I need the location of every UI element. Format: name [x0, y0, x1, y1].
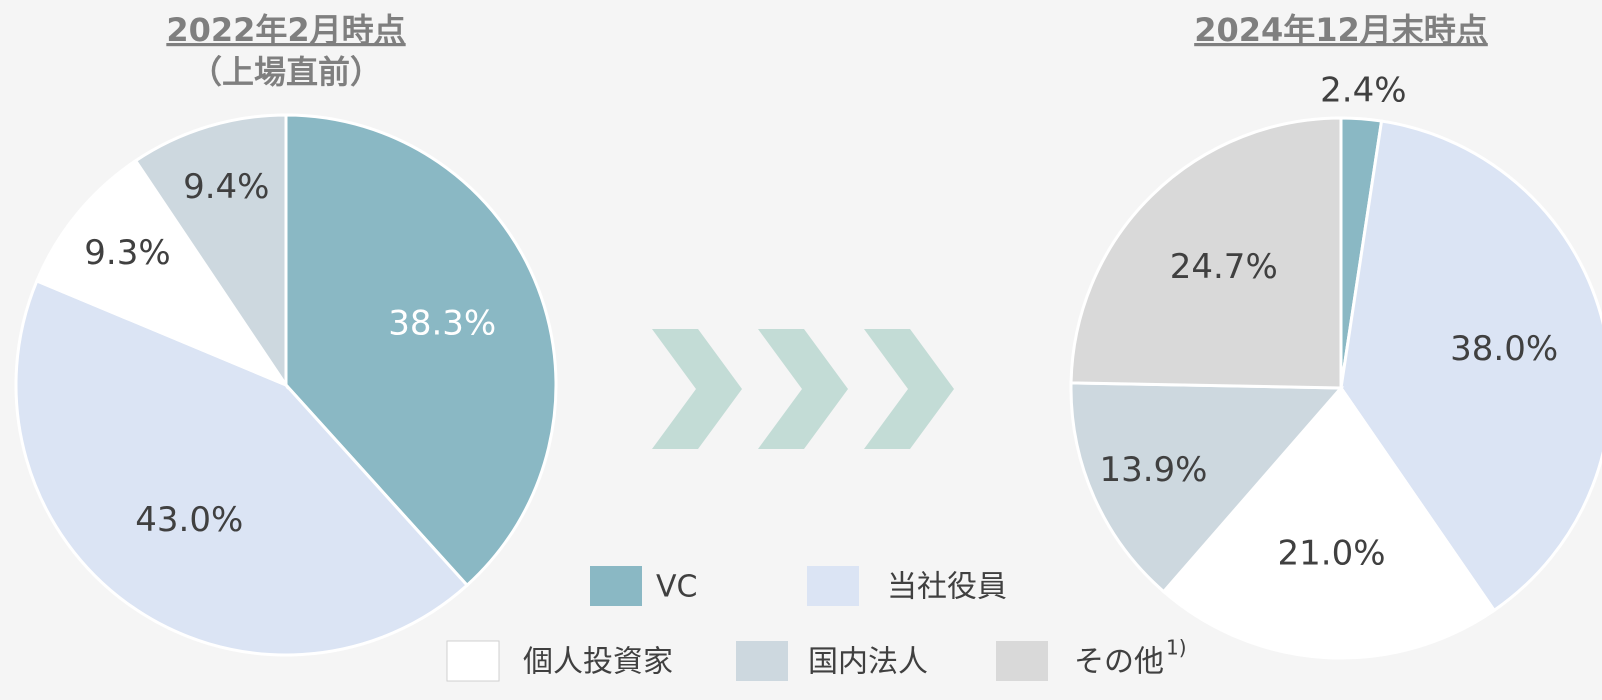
value-label: 2.4% — [1320, 70, 1406, 110]
value-label: 9.3% — [84, 233, 170, 273]
pie-slice — [34, 158, 291, 389]
pie-slice — [1339, 119, 1602, 613]
legend-swatch — [736, 641, 788, 681]
chevron — [652, 329, 742, 449]
value-label: 13.9% — [1099, 450, 1207, 490]
pie-slice — [1069, 116, 1343, 390]
footnote-marker: 1) — [1166, 636, 1187, 660]
pie-slice — [133, 113, 288, 390]
legend-swatch — [590, 566, 642, 606]
legend-label: 個人投資家 — [523, 645, 673, 680]
chevron — [864, 329, 954, 449]
arrows — [652, 329, 954, 449]
legend-label: 当社役員 — [887, 570, 1007, 605]
value-label: 38.0% — [1450, 329, 1558, 369]
pie-slice — [1069, 381, 1345, 594]
value-label: 24.7% — [1170, 247, 1278, 287]
chevron — [758, 329, 848, 449]
value-label: 43.0% — [135, 500, 243, 540]
value-label: 38.3% — [388, 303, 496, 343]
legend-label: 国内法人 — [808, 645, 928, 680]
pie-slice — [1161, 385, 1497, 660]
value-label: 9.4% — [183, 167, 269, 207]
legend-label: その他 — [1074, 645, 1164, 680]
pie-slice — [14, 278, 470, 657]
legend-swatch — [996, 641, 1048, 681]
pie-slice — [284, 113, 558, 588]
chart-subtitle: （上場直前） — [190, 53, 382, 91]
value-label: 21.0% — [1278, 534, 1386, 574]
chart-title: 2022年2月時点 — [166, 11, 405, 49]
chart-title: 2024年12月末時点 — [1194, 11, 1488, 49]
legend-swatch — [807, 566, 859, 606]
legend-swatch — [446, 640, 500, 682]
legend-label: VC — [656, 570, 697, 605]
